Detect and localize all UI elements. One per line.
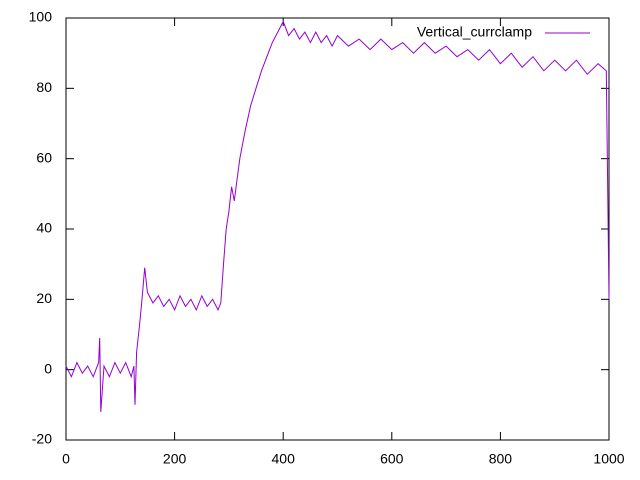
x-tick-label: 400 bbox=[272, 451, 296, 467]
y-tick-label: -20 bbox=[32, 431, 52, 447]
data-line bbox=[65, 20, 610, 412]
x-tick-label: 600 bbox=[380, 451, 404, 467]
x-tick-label: 200 bbox=[163, 451, 187, 467]
x-tick-label: 800 bbox=[489, 451, 513, 467]
y-tick-label: 0 bbox=[44, 360, 52, 376]
x-tick-label: 1000 bbox=[593, 451, 624, 467]
x-tick-label: 0 bbox=[62, 451, 70, 467]
y-tick-label: 20 bbox=[36, 290, 52, 306]
y-tick-label: 80 bbox=[36, 79, 52, 95]
y-tick-label: 40 bbox=[36, 220, 52, 236]
y-tick-label: 100 bbox=[29, 9, 53, 25]
plot-border bbox=[65, 17, 610, 441]
y-tick-label: 60 bbox=[36, 149, 52, 165]
legend-label: Vertical_currclamp bbox=[417, 24, 532, 40]
